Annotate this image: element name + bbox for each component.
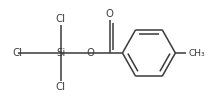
Text: Cl: Cl	[13, 48, 23, 58]
Text: Si: Si	[56, 48, 65, 58]
Text: CH₃: CH₃	[188, 49, 205, 58]
Text: Cl: Cl	[56, 82, 66, 92]
Text: O: O	[86, 48, 94, 58]
Text: O: O	[106, 9, 114, 19]
Text: Cl: Cl	[56, 14, 66, 24]
